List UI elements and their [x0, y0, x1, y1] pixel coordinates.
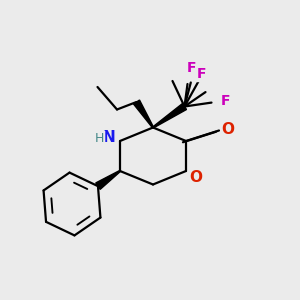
Text: F: F: [220, 94, 230, 108]
Text: F: F: [197, 67, 206, 81]
Text: F: F: [187, 61, 196, 75]
Text: H: H: [95, 131, 104, 145]
Text: O: O: [189, 170, 202, 185]
Text: O: O: [221, 122, 235, 137]
Polygon shape: [153, 103, 187, 128]
Polygon shape: [96, 170, 120, 189]
Text: N: N: [103, 130, 116, 146]
Polygon shape: [134, 100, 154, 128]
